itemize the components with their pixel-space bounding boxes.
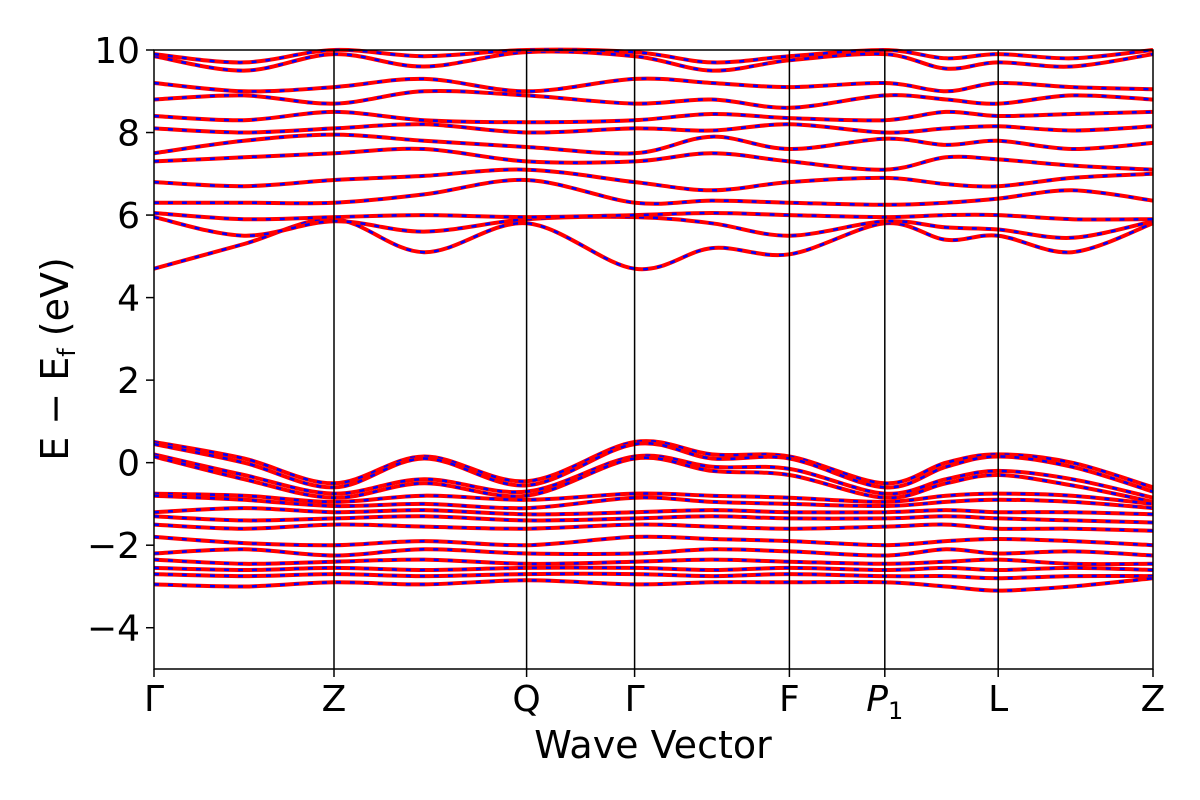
- y-tick-label-2: 0: [117, 444, 140, 485]
- x-tick-label-5: P1: [866, 679, 903, 725]
- y-axis-title-sub: f: [53, 348, 81, 357]
- x-tick-label-sub-5: 1: [888, 697, 903, 725]
- y-axis-title-main: E − E: [33, 357, 77, 461]
- x-tick-label-0: Γ: [144, 679, 164, 720]
- band-line-13: [153, 571, 1154, 581]
- band-line-24: [153, 88, 1154, 110]
- x-tick-label-main-5: P: [866, 679, 888, 720]
- band-lines: [153, 47, 1154, 593]
- band-line-0: [153, 439, 1154, 490]
- y-tick-label-3: 2: [117, 361, 140, 402]
- band-line-7: [153, 514, 1154, 525]
- x-tick-label-2: Q: [512, 679, 540, 720]
- y-tick-label-6: 8: [117, 114, 140, 155]
- band-line-6: [153, 506, 1154, 517]
- plot-frame: [153, 49, 1154, 670]
- band-line-19: [153, 167, 1154, 193]
- x-tick-label-4: F: [779, 679, 800, 720]
- band-line-22: [153, 122, 1154, 135]
- y-tick-label-1: −2: [87, 526, 140, 567]
- high-symmetry-lines: [333, 50, 999, 669]
- band-line-10: [153, 547, 1154, 558]
- band-line-21: [153, 132, 1154, 156]
- y-tick-label-7: 10: [94, 31, 140, 72]
- x-tick-label-1: Z: [322, 679, 347, 720]
- x-axis: Γ Z Q Γ F P1 L Z: [144, 669, 1165, 725]
- y-axis-title-unit: (eV): [33, 257, 77, 348]
- band-line-25: [153, 76, 1154, 94]
- band-line-23: [153, 109, 1154, 125]
- band-line-8: [153, 522, 1154, 533]
- x-tick-label-3: Γ: [625, 679, 645, 720]
- x-axis-title: Wave Vector: [534, 723, 772, 767]
- x-tick-label-7: Z: [1141, 679, 1166, 720]
- y-tick-label-4: 4: [117, 279, 140, 320]
- y-tick-label-5: 6: [117, 196, 140, 237]
- y-axis: −4 −2 0 2 4 6 8 10: [87, 31, 154, 650]
- band-line-overlay-15: [153, 217, 1154, 271]
- x-tick-label-6: L: [988, 679, 1008, 720]
- y-axis-title: E − Ef (eV): [33, 257, 81, 461]
- band-line-1: [153, 441, 1154, 494]
- band-line-11: [153, 557, 1154, 567]
- band-line-12: [153, 565, 1154, 573]
- band-line-9: [153, 534, 1154, 548]
- y-tick-label-0: −4: [87, 609, 140, 650]
